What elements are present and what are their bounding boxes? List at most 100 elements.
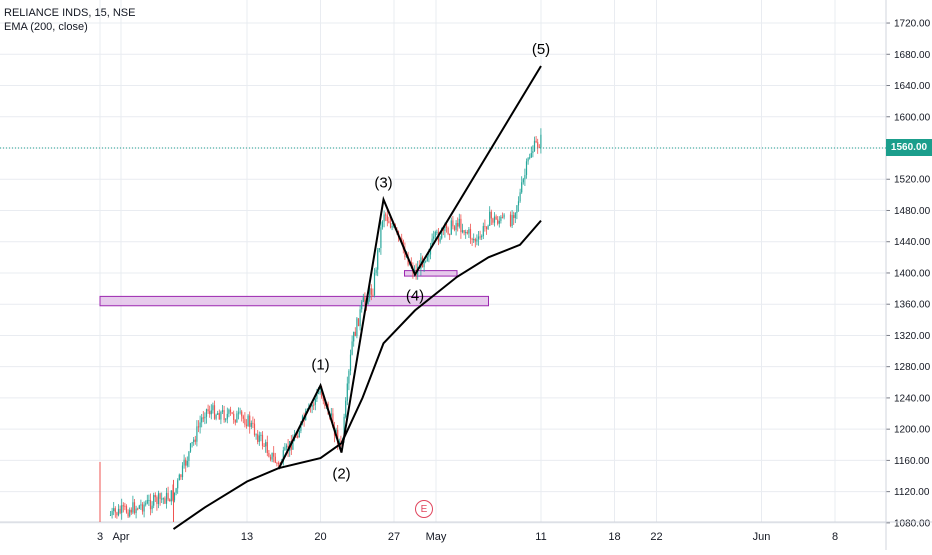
- candle-body: [175, 488, 177, 493]
- x-tick-label: 20: [314, 531, 326, 543]
- candle-body: [373, 272, 376, 296]
- candle-body: [172, 490, 174, 501]
- candle-body: [500, 216, 502, 221]
- candle-body: [250, 422, 252, 427]
- candle-body: [449, 234, 451, 236]
- candle-body: [151, 505, 153, 510]
- candle-body: [164, 498, 166, 504]
- candle-body: [474, 239, 476, 242]
- candle-body: [207, 409, 209, 412]
- ema-200-line[interactable]: [172, 219, 542, 530]
- candle-body: [162, 498, 164, 500]
- candle-body: [359, 309, 361, 327]
- candle-body: [277, 463, 280, 465]
- candle-body: [186, 460, 188, 466]
- earnings-marker[interactable]: E: [415, 500, 433, 518]
- y-tick-label: 1320.00: [894, 331, 931, 342]
- candle-body: [513, 215, 515, 219]
- candle-body: [378, 248, 380, 251]
- candle-body: [367, 298, 369, 305]
- candle-body: [465, 232, 467, 234]
- candle-body: [159, 493, 161, 499]
- symbol-label[interactable]: RELIANCE INDS, 15, NSE: [4, 7, 136, 19]
- indicator-label[interactable]: EMA (200, close): [4, 21, 88, 33]
- y-tick-label: 1680.00: [894, 50, 931, 61]
- candle-body: [285, 445, 288, 448]
- candle-body: [165, 492, 168, 504]
- candle-body: [244, 418, 246, 425]
- candle-body: [353, 331, 355, 342]
- wave-label[interactable]: (5): [532, 41, 550, 58]
- y-tick-label: 1400.00: [894, 268, 931, 279]
- candle-body: [522, 179, 524, 183]
- candle-body: [234, 419, 236, 423]
- candle-body: [145, 503, 147, 505]
- candle-body: [188, 451, 190, 461]
- x-tick-label: Apr: [112, 531, 129, 543]
- y-tick-label: 1360.00: [894, 300, 931, 311]
- candle-body: [194, 439, 196, 442]
- candle-body: [153, 495, 155, 506]
- candle-body: [138, 505, 140, 509]
- x-tick-label: 22: [650, 531, 662, 543]
- candle-body: [170, 490, 172, 502]
- candle-body: [485, 226, 488, 230]
- candle-body: [337, 429, 339, 444]
- candle-body: [113, 508, 115, 511]
- wave-label[interactable]: (1): [311, 356, 329, 373]
- x-tick-label: 18: [608, 531, 620, 543]
- candle-body: [386, 215, 388, 222]
- candle-body: [461, 230, 464, 233]
- candle-body: [516, 205, 518, 213]
- candle-body: [197, 426, 200, 428]
- candle-body: [439, 238, 441, 242]
- candle-body: [255, 434, 257, 436]
- candle-body: [209, 411, 211, 415]
- candle-body: [157, 493, 160, 505]
- candle-body: [117, 508, 120, 516]
- candle-body: [391, 226, 393, 228]
- candle-body: [236, 413, 238, 423]
- candle-body: [383, 214, 385, 222]
- candle-body: [431, 238, 433, 247]
- candle-body: [511, 215, 513, 227]
- candle-body: [503, 214, 505, 218]
- candle-body: [530, 153, 532, 158]
- x-tick-label: May: [426, 531, 447, 543]
- candle-body: [375, 269, 377, 273]
- candle-body: [229, 409, 232, 413]
- elliott-wave-line[interactable]: [277, 65, 542, 470]
- wave-label[interactable]: (2): [332, 466, 350, 483]
- candle-body: [282, 450, 284, 463]
- wave-label[interactable]: (3): [374, 175, 392, 192]
- candle-body: [269, 456, 272, 460]
- x-tick-label: 8: [832, 531, 838, 543]
- wave-label[interactable]: (4): [406, 288, 424, 305]
- y-tick-label: 1160.00: [894, 456, 930, 467]
- candle-body: [362, 297, 364, 302]
- candle-body: [537, 142, 539, 148]
- candle-body: [535, 140, 537, 143]
- candle-body: [423, 261, 425, 268]
- candle-body: [370, 288, 372, 295]
- support-zone[interactable]: [99, 295, 489, 307]
- candle-body: [441, 228, 443, 239]
- candle-body: [191, 442, 193, 444]
- candle-body: [466, 232, 468, 234]
- candle-body: [469, 229, 472, 239]
- candle-body: [388, 221, 390, 224]
- candle-body: [428, 254, 430, 257]
- candle-body: [349, 354, 352, 371]
- candle-body: [148, 499, 150, 501]
- candle-body: [532, 151, 534, 154]
- candle-body: [354, 331, 356, 337]
- candle-body: [452, 220, 454, 227]
- y-tick-label: 1640.00: [894, 81, 931, 92]
- candle-body: [181, 465, 184, 478]
- support-zone[interactable]: [404, 270, 458, 277]
- candle-body: [479, 236, 481, 238]
- candle-body: [314, 398, 316, 405]
- candle-body: [460, 218, 462, 233]
